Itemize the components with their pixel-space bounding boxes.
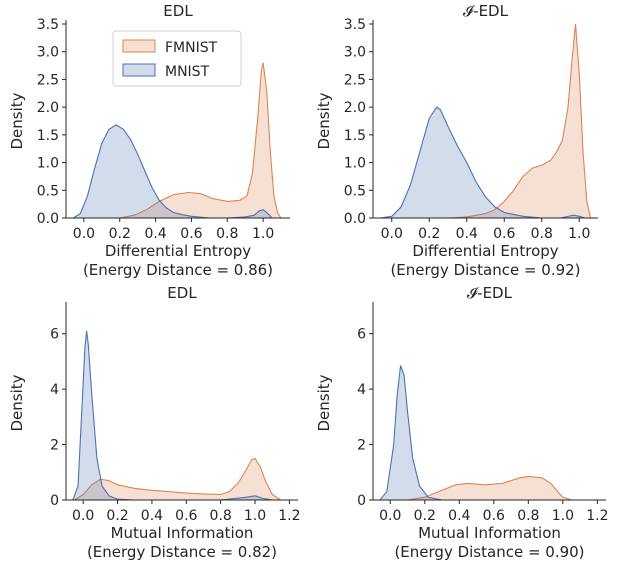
y-axis-title: Density xyxy=(315,92,333,149)
y-tick-label: 2.5 xyxy=(37,72,59,88)
series-area-mnist xyxy=(379,365,563,500)
series-line-mnist xyxy=(72,330,273,501)
y-tick-label: 6 xyxy=(50,327,59,343)
legend-swatch-fmnist xyxy=(122,39,156,53)
x-axis-subtitle: (Energy Distance = 0.82) xyxy=(87,543,277,561)
y-tick-label: 3.0 xyxy=(344,45,366,61)
x-tick-label: 1.2 xyxy=(586,508,608,524)
series-line-fmnist xyxy=(119,62,282,219)
series-line-fmnist xyxy=(74,457,282,501)
y-axis-title: Density xyxy=(315,374,333,431)
x-tick-label: 0.0 xyxy=(72,508,94,524)
y-tick-label: 4 xyxy=(50,382,59,398)
y-tick-label: 0 xyxy=(50,493,59,509)
x-axis-title: Mutual Information xyxy=(418,524,561,542)
x-tick-label: 0.2 xyxy=(414,508,436,524)
x-axis-subtitle: (Energy Distance = 0.86) xyxy=(83,261,273,279)
series-area-fmnist xyxy=(448,24,591,218)
y-tick-label: 2.0 xyxy=(37,100,59,116)
chart-panel-1: 0.0 0.2 0.4 0.6 0.8 1.0 0.0 0.5 1.0 1.5 2.0 2.5 3.0 3… xyxy=(8,2,290,279)
x-axis-subtitle: (Energy Distance = 0.92) xyxy=(390,261,580,279)
x-axis-title: Mutual Information xyxy=(111,524,254,542)
y-tick-label: 0 xyxy=(357,493,366,509)
x-tick-label: 0.4 xyxy=(456,226,478,242)
x-tick-label: 0.6 xyxy=(493,226,515,242)
chart-panel-2: 0.0 0.2 0.4 0.6 0.8 1.0 0.0 0.5 1.0 1.5 2.0 2.5 3.0 3… xyxy=(315,2,598,279)
x-tick-label: 0.4 xyxy=(144,226,166,242)
x-tick-label: 1.0 xyxy=(252,226,274,242)
x-tick-label: 0.4 xyxy=(448,508,470,524)
y-tick-label: 4 xyxy=(357,382,366,398)
x-tick-label: 0.4 xyxy=(141,508,163,524)
y-tick-label: 2.0 xyxy=(344,100,366,116)
legend-label-fmnist: FMNIST xyxy=(165,40,218,56)
legend-box xyxy=(112,30,242,87)
y-axis-title: Density xyxy=(8,374,26,431)
series-area-mnist xyxy=(73,124,273,218)
series-line-fmnist xyxy=(447,23,592,219)
chart-title: 𝓘-EDL xyxy=(467,284,513,302)
series-area-mnist xyxy=(72,330,273,500)
x-tick-label: 0.6 xyxy=(483,508,505,524)
series-line-fmnist xyxy=(407,475,572,501)
y-tick-label: 1.5 xyxy=(37,128,59,144)
x-tick-label: 0.8 xyxy=(210,508,232,524)
x-tick-label: 0.2 xyxy=(106,508,128,524)
y-tick-label: 0.5 xyxy=(344,183,366,199)
y-tick-label: 3.5 xyxy=(37,17,59,33)
y-tick-label: 0.5 xyxy=(37,183,59,199)
y-tick-label: 2.5 xyxy=(344,72,366,88)
y-tick-label: 6 xyxy=(357,327,366,343)
y-tick-label: 1.5 xyxy=(344,128,366,144)
y-tick-label: 0.0 xyxy=(37,211,59,227)
y-tick-label: 0.0 xyxy=(344,211,366,227)
chart-title: EDL xyxy=(163,2,193,20)
x-tick-label: 1.0 xyxy=(552,508,574,524)
x-axis-title: Differential Entropy xyxy=(412,242,558,260)
y-tick-label: 3.0 xyxy=(37,45,59,61)
legend-label-mnist: MNIST xyxy=(165,64,210,80)
x-tick-label: 0.6 xyxy=(180,226,202,242)
x-tick-label: 0.0 xyxy=(73,226,95,242)
x-tick-label: 1.0 xyxy=(244,508,266,524)
x-tick-label: 0.2 xyxy=(109,226,131,242)
chart-panel-3: 0.0 0.2 0.4 0.6 0.8 1.0 1.2 0 2 4 6 EDL Mutual Infor… xyxy=(8,284,301,561)
x-tick-label: 0.0 xyxy=(379,508,401,524)
x-tick-label: 1.2 xyxy=(278,508,300,524)
legend-swatch-mnist xyxy=(122,63,156,77)
series-area-mnist xyxy=(380,107,585,218)
legend: FMNIST MNIST xyxy=(112,30,242,87)
y-tick-label: 1.0 xyxy=(37,156,59,172)
x-axis-subtitle: (Energy Distance = 0.90) xyxy=(394,543,584,561)
x-axis-title: Differential Entropy xyxy=(105,242,251,260)
y-tick-label: 2 xyxy=(50,438,59,454)
x-tick-label: 0.0 xyxy=(381,226,403,242)
x-tick-label: 0.2 xyxy=(418,226,440,242)
x-tick-label: 1.0 xyxy=(568,226,590,242)
series-area-fmnist xyxy=(74,458,281,500)
series-area-fmnist xyxy=(407,476,572,500)
y-tick-label: 3.5 xyxy=(344,17,366,33)
y-tick-label: 2 xyxy=(357,438,366,454)
y-tick-label: 1.0 xyxy=(344,156,366,172)
series-line-mnist xyxy=(72,124,273,219)
chart-panel-4: 0.0 0.2 0.4 0.6 0.8 1.0 1.2 0 2 4 6 𝓘-EDL Mutual Inf… xyxy=(315,284,609,561)
x-tick-label: 0.8 xyxy=(216,226,238,242)
y-axis-title: Density xyxy=(8,92,26,149)
chart-title: 𝓘-EDL xyxy=(463,2,509,20)
chart-title: EDL xyxy=(167,284,197,302)
x-tick-label: 0.6 xyxy=(175,508,197,524)
x-tick-label: 0.8 xyxy=(531,226,553,242)
x-tick-label: 0.8 xyxy=(517,508,539,524)
